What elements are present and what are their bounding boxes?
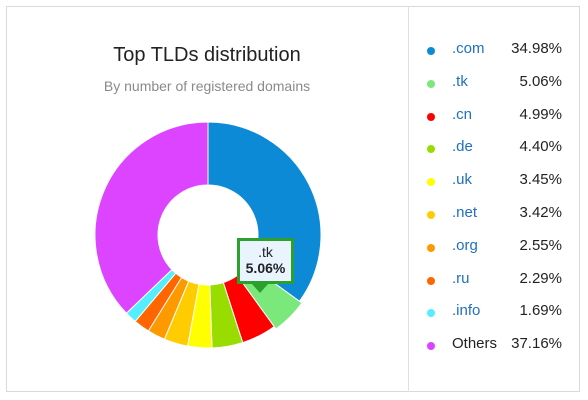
legend-value: 34.98% — [511, 40, 562, 57]
tooltip-pointer — [252, 284, 268, 293]
legend-label: .cn — [452, 105, 473, 123]
legend-item[interactable]: .com 34.98% — [420, 40, 570, 73]
legend-value: 2.55% — [519, 236, 562, 254]
legend-item[interactable]: .net 3.42% — [420, 204, 570, 237]
legend-label: .info — [452, 302, 481, 320]
tooltip-value: 5.06% — [245, 260, 286, 276]
legend-item[interactable]: .org 2.55% — [420, 237, 570, 270]
legend-item[interactable]: .de 4.40% — [420, 138, 570, 171]
legend-item[interactable]: .info 1.69% — [420, 302, 570, 335]
tooltip-label: .tk — [258, 244, 273, 260]
chart-legend: .com 34.98% .tk 5.06% .cn 4.99% .de 4.40% .uk 3.4… — [420, 40, 570, 368]
panel-divider — [408, 6, 409, 392]
legend-value: 3.45% — [519, 171, 562, 189]
legend-marker-icon — [427, 243, 435, 252]
legend-value: 3.42% — [519, 203, 562, 221]
legend-marker-icon — [427, 309, 435, 318]
legend-value: 37.16% — [511, 335, 562, 353]
legend-marker-icon — [427, 276, 435, 285]
legend-label: .tk — [452, 72, 468, 90]
legend-marker-icon — [427, 178, 435, 187]
legend-label: .uk — [452, 171, 473, 189]
legend-label: .com — [452, 40, 485, 57]
legend-marker-icon — [427, 79, 435, 88]
legend-label: .org — [452, 236, 478, 254]
legend-label: .ru — [452, 269, 470, 287]
legend-marker-icon — [427, 145, 435, 154]
legend-value: 4.40% — [519, 138, 562, 156]
legend-marker-icon — [427, 210, 435, 219]
legend-value: 4.99% — [519, 105, 562, 123]
legend-value: 2.29% — [519, 269, 562, 287]
legend-value: 5.06% — [519, 72, 562, 90]
legend-item[interactable]: .cn 4.99% — [420, 106, 570, 139]
pie-slice-others[interactable] — [94, 121, 209, 314]
legend-label: .de — [452, 138, 473, 156]
legend-label: Others — [452, 335, 498, 353]
legend-item[interactable]: .ru 2.29% — [420, 270, 570, 303]
legend-value: 1.69% — [519, 302, 562, 320]
chart-title: Top TLDs distribution — [113, 44, 301, 66]
chart-tooltip: .tk 5.06% — [237, 238, 294, 284]
legend-item[interactable]: .uk 3.45% — [420, 171, 570, 204]
legend-label: .net — [452, 203, 478, 221]
legend-marker-icon — [427, 47, 435, 55]
legend-item[interactable]: Others 37.16% — [420, 335, 570, 368]
legend-item[interactable]: .tk 5.06% — [420, 73, 570, 106]
chart-subtitle: By number of registered domains — [103, 78, 311, 94]
legend-marker-icon — [427, 112, 435, 121]
legend-marker-icon — [427, 342, 435, 351]
